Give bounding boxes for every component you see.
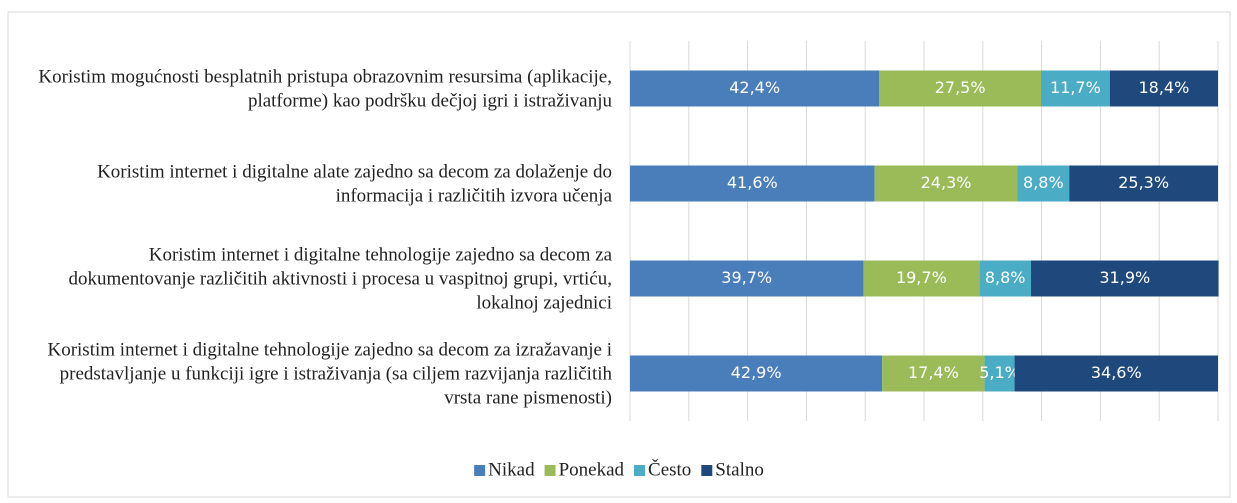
data-label: 11,7% xyxy=(1050,78,1101,97)
legend-label: Često xyxy=(648,458,691,480)
bar-segment xyxy=(630,165,875,202)
data-label: 24,3% xyxy=(921,173,972,192)
bar-segment xyxy=(1069,165,1218,202)
y-tick-label: Koristim internet i digitalne alate zaje… xyxy=(97,162,612,207)
legend-label: Stalno xyxy=(715,459,764,480)
bar-segment xyxy=(1109,70,1218,107)
bar-segment xyxy=(630,70,880,107)
bar-segment xyxy=(979,260,1032,297)
bar-segment xyxy=(879,70,1042,107)
data-label: 8,8% xyxy=(1023,173,1064,192)
legend-label: Nikad xyxy=(488,459,535,480)
data-label: 39,7% xyxy=(721,268,772,287)
legend-swatch xyxy=(544,465,556,476)
data-label: 34,6% xyxy=(1091,363,1142,382)
data-label: 25,3% xyxy=(1118,173,1169,192)
bar-segment xyxy=(882,355,985,392)
data-label: 27,5% xyxy=(935,78,986,97)
data-label: 42,9% xyxy=(731,363,782,382)
data-label: 5,1% xyxy=(979,363,1020,382)
y-tick-label: Koristim internet i digitalne tehnologij… xyxy=(69,245,613,314)
bar-segment xyxy=(874,165,1018,202)
data-label: 17,4% xyxy=(908,363,959,382)
bar-segment xyxy=(1041,70,1110,107)
data-label: 8,8% xyxy=(985,268,1026,287)
y-tick-label: Koristim mogućnosti besplatnih pristupa … xyxy=(38,67,612,112)
data-label: 18,4% xyxy=(1138,78,1189,97)
bar-segment xyxy=(984,355,1015,392)
data-label: 31,9% xyxy=(1099,268,1150,287)
bar-segment xyxy=(1031,260,1219,297)
legend: Nikad Ponekad Često Stalno xyxy=(474,458,764,480)
legend-swatch xyxy=(474,465,486,476)
bar-segment xyxy=(630,355,883,392)
bar-segment xyxy=(1014,355,1218,392)
bar-segment xyxy=(863,260,980,297)
bar-segment xyxy=(1017,165,1070,202)
bar-segment xyxy=(630,260,864,297)
y-tick-label: Koristim internet i digitalne tehnologij… xyxy=(47,340,612,409)
legend-swatch xyxy=(634,465,646,476)
legend-label: Ponekad xyxy=(559,459,625,480)
data-label: 42,4% xyxy=(729,78,780,97)
legend-swatch xyxy=(701,465,713,476)
data-label: 41,6% xyxy=(727,173,778,192)
data-label: 19,7% xyxy=(896,268,947,287)
